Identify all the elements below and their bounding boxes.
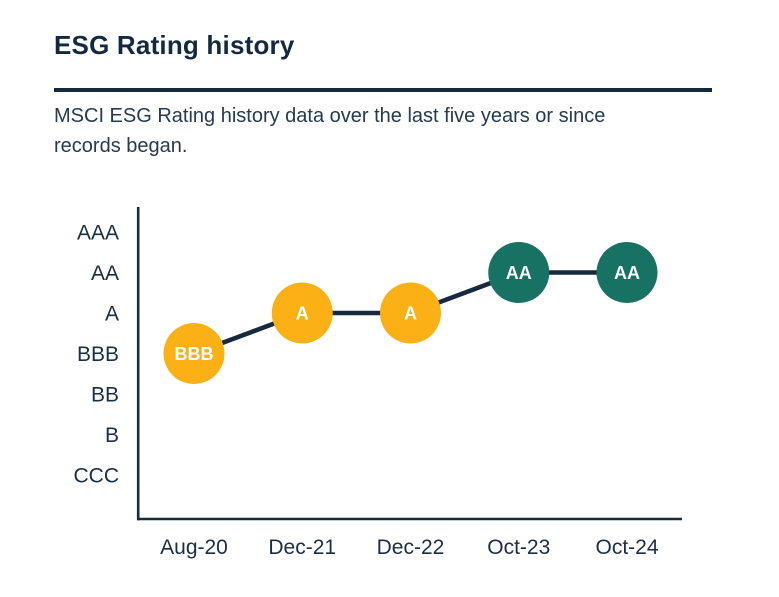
rating-marker-label: BBB [175, 344, 214, 364]
rating-marker [163, 323, 225, 384]
y-axis-label: BBB [77, 343, 119, 366]
x-axis-label: Dec-22 [377, 536, 445, 559]
y-axis-label: AAA [77, 221, 119, 244]
y-axis-label: CCC [74, 464, 120, 487]
rating-marker [488, 242, 550, 303]
rating-marker-label: A [296, 304, 309, 324]
y-axis-label: AA [91, 262, 119, 285]
x-axis-label: Oct-23 [487, 536, 550, 559]
page-title: ESG Rating history [54, 30, 295, 60]
x-axis-label: Oct-24 [595, 536, 658, 559]
rating-marker-label: AA [506, 263, 532, 283]
y-axis-label: B [105, 424, 119, 447]
page-subtitle: MSCI ESG Rating history data over the la… [54, 105, 606, 157]
rating-marker-label: A [404, 304, 417, 324]
y-axis-label: A [105, 302, 119, 325]
title-divider [54, 88, 712, 92]
rating-marker [596, 242, 658, 303]
rating-marker-label: AA [614, 263, 640, 283]
rating-marker [271, 282, 333, 344]
y-axis-label: BB [91, 383, 119, 406]
x-axis-label: Dec-21 [268, 536, 336, 559]
rating-marker [380, 282, 441, 344]
x-axis-label: Aug-20 [160, 536, 228, 559]
